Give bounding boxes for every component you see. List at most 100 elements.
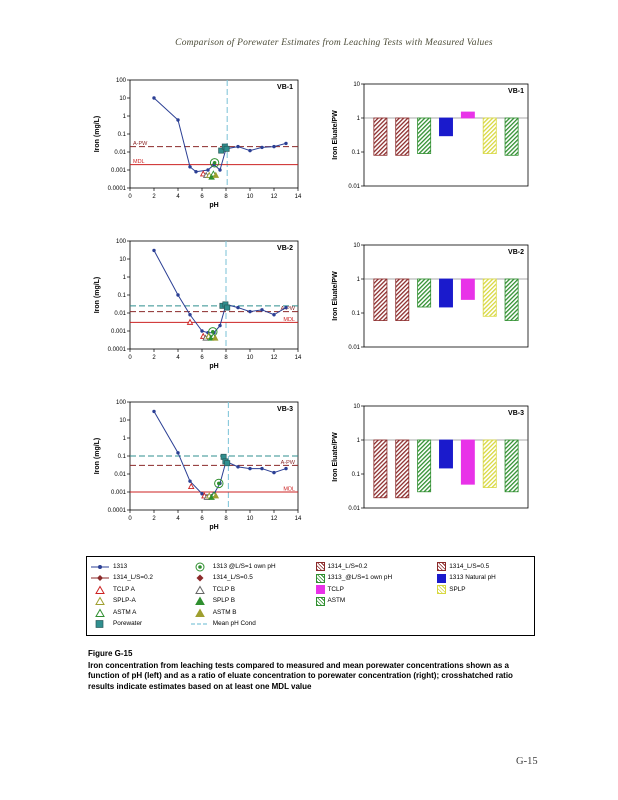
line-dot-icon [91,564,109,569]
legend-label: TCLP A [113,585,135,593]
svg-text:1: 1 [123,275,127,281]
svg-text:Iron (mg/L): Iron (mg/L) [94,116,101,153]
svg-text:6: 6 [200,516,204,522]
legend-label: Mean pH Cond [212,620,256,628]
legend-item: 1313_@L/S=1 own pH [315,573,438,585]
series-point [176,118,180,122]
svg-text:10: 10 [353,82,360,88]
series-point [248,309,252,314]
svg-text:6: 6 [200,194,204,200]
vb2-ratio-bar-chart: 10 1 0.1 0.01 VB-2 Iron Eluate/PW [328,235,534,380]
legend-label: SPLP B [212,597,236,605]
ratio-bar [373,117,388,156]
svg-text:100: 100 [116,239,127,245]
legend-label: ASTM A [113,608,137,616]
bar-chart-svg: 10 1 0.1 0.01 VB-3 Iron Eluate/PW [332,404,529,512]
series-point [236,465,240,469]
svg-text:4: 4 [176,355,180,361]
svg-text:0.001: 0.001 [111,490,127,496]
legend-item: TCLP A [90,584,190,596]
ratio-bar [417,439,432,493]
page-number: G-15 [516,756,538,767]
diamond-icon [196,574,204,582]
svg-text:0.001: 0.001 [111,329,127,335]
ratio-bar [439,439,453,469]
svg-text:14: 14 [295,516,302,522]
svg-text:0.001: 0.001 [111,168,127,174]
bar-chart-svg: 10 1 0.1 0.01 VB-2 Iron Eluate/PW [332,243,529,351]
svg-text:0: 0 [128,194,132,200]
triangle-open-icon [95,585,105,594]
svg-text:14: 14 [295,194,302,200]
series-point [284,141,288,146]
svg-text:2: 2 [152,516,156,522]
svg-text:Iron Eluate/PW: Iron Eluate/PW [332,110,339,160]
ratio-bar [439,278,453,308]
svg-text:0.1: 0.1 [352,150,361,156]
legend-label: 1313 [113,562,128,570]
ratio-bar [417,117,432,154]
porewater-marker [224,304,231,311]
svg-text:MDL: MDL [283,487,295,493]
legend-item: 1314_L/S=0.5 [437,561,531,573]
legend-label: ASTM B [212,608,237,616]
svg-text:4: 4 [176,516,180,522]
circled-point [211,330,215,334]
svg-text:VB-2: VB-2 [508,249,524,256]
svg-text:12: 12 [271,355,278,361]
legend-label: 1313_@L/S=1 own pH [327,574,393,582]
ratio-bar [504,439,519,493]
legend-bars-col1: 1314_L/S=0.2 1313_@L/S=1 own pH TCLP ASTM [315,561,438,608]
circle-ring-icon [195,562,205,572]
ratio-bar [417,278,432,308]
svg-text:100: 100 [116,78,127,84]
svg-text:0.0001: 0.0001 [108,508,127,514]
vb2-ph-scatter-chart: A-PW MDL 100 10 1 0.1 0.01 0.001 0.0001 0 2 4 6 8 10 12… [90,231,304,386]
svg-text:0.01: 0.01 [114,150,126,156]
porewater-marker [223,145,230,152]
legend-item: 1314_L/S=0.2 [315,561,438,573]
legend-item: SPLP B [190,596,316,608]
series-point [176,293,180,297]
series-point [236,144,240,149]
legend-swatch-icon [437,585,447,595]
legend-item: ASTM [315,596,438,608]
legend-label: 1314_L/S=0.5 [212,574,253,582]
legend-item: 1313 @L/S=1 own pH [190,561,316,573]
svg-text:0.0001: 0.0001 [108,347,127,353]
legend-label: Porewater [113,620,143,628]
figure-caption-title: Figure G-15 [88,649,133,658]
svg-text:Iron Eluate/PW: Iron Eluate/PW [332,432,339,482]
legend-label: TCLP [327,585,344,593]
series-point [218,168,222,172]
legend-label: 1314_L/S=0.2 [113,574,153,582]
svg-text:pH: pH [209,363,218,370]
svg-text:A-PW: A-PW [281,460,296,466]
legend-label: 1314_L/S=0.2 [327,562,368,570]
svg-text:10: 10 [247,194,254,200]
svg-text:10: 10 [119,257,126,263]
ratio-bar [482,117,497,154]
series-point [206,168,210,172]
legend-swatch-icon [315,562,325,572]
ratio-bar [395,278,410,321]
leach-test-marker [212,492,220,499]
svg-text:Iron (mg/L): Iron (mg/L) [94,438,101,475]
series-point [284,305,288,310]
svg-text:2: 2 [152,355,156,361]
svg-text:1: 1 [357,116,361,122]
ratio-bar [395,117,410,156]
svg-text:0.01: 0.01 [348,506,360,512]
vb1-ratio-bar-chart: 10 1 0.1 0.01 VB-1 Iron Eluate/PW [328,74,534,219]
svg-text:10: 10 [353,243,360,249]
triangle-open-icon [95,596,105,606]
svg-text:100: 100 [116,400,127,406]
leach-test-marker [208,173,215,180]
vb3-ph-scatter-chart: A-PW MDL 100 10 1 0.1 0.01 0.001 0.0001 0 2 4 6 8 10 12… [90,392,304,547]
legend-swatch-icon [315,573,325,583]
figure-caption-body: Iron concentration from leaching tests c… [88,661,513,691]
svg-text:VB-3: VB-3 [508,410,524,417]
leach-test-marker [187,482,195,489]
legend-item: Porewater [90,619,190,631]
